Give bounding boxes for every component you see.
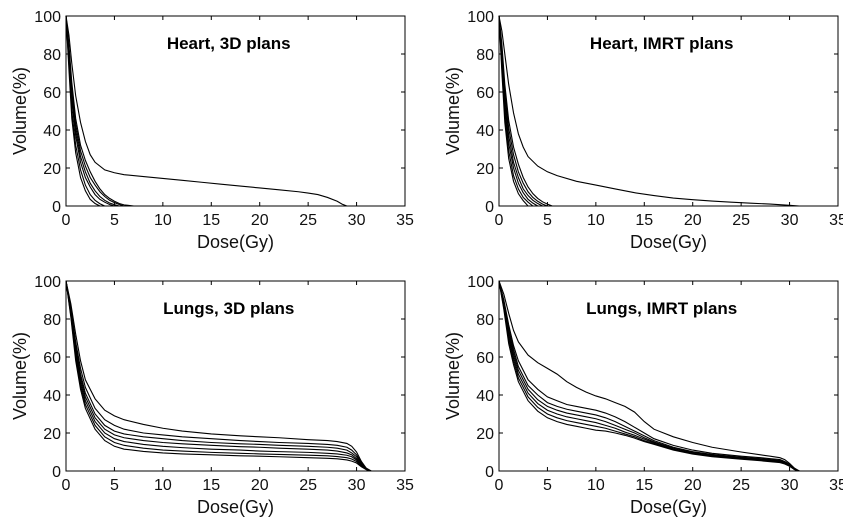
x-tick-label: 5: [543, 212, 552, 229]
panel-heart-3d: 0 5 10 15 20 25 30 35 0 20 40 60 80 100 Dose(Gy) Volume…: [10, 9, 414, 252]
y-tick-label: 0: [485, 464, 494, 481]
y-tick-label: 80: [43, 312, 61, 329]
dvh-curve-1: [65, 280, 372, 472]
dvh-curve-7: [65, 280, 372, 472]
panel-title: Heart, IMRT plans: [590, 34, 734, 53]
x-axis-label: Dose(Gy): [630, 497, 707, 517]
x-tick-label: 25: [299, 212, 317, 229]
y-tick-label: 60: [43, 350, 61, 367]
y-tick-label: 0: [52, 199, 61, 216]
dvh-curve-3: [65, 15, 125, 207]
y-tick-label: 40: [43, 123, 61, 140]
y-tick-label: 100: [467, 9, 494, 26]
y-axis-label: Volume(%): [10, 332, 30, 420]
y-tick-label: 100: [34, 274, 61, 291]
y-tick-label: 80: [476, 47, 494, 64]
panel-lungs-imrt: 0 5 10 15 20 25 30 35 0 20 40 60 80 100 Dose(Gy) Volume…: [443, 274, 843, 517]
x-tick-label: 30: [348, 477, 366, 494]
x-tick-label: 15: [635, 212, 653, 229]
dvh-curve-2: [65, 280, 372, 472]
x-tick-label: 0: [495, 477, 504, 494]
dvh-curve-5: [65, 280, 372, 472]
x-tick-label: 35: [829, 212, 843, 229]
plot-frame: [65, 280, 406, 472]
dvh-curve-5: [498, 280, 800, 472]
dvh-curve-3: [498, 280, 800, 472]
panel-heart-imrt: 0 5 10 15 20 25 30 35 0 20 40 60 80 100 Dose(Gy) Volume…: [443, 9, 843, 252]
panel-lungs-3d: 0 5 10 15 20 25 30 35 0 20 40 60 80 100 Dose(Gy) Volume…: [10, 274, 414, 517]
y-tick-label: 40: [476, 123, 494, 140]
y-axis-label: Volume(%): [443, 332, 463, 420]
y-tick-label: 20: [43, 161, 61, 178]
y-tick-label: 0: [52, 464, 61, 481]
y-tick-label: 80: [43, 47, 61, 64]
dvh-curve-3: [65, 280, 372, 472]
dvh-curve-7: [65, 15, 101, 207]
x-tick-label: 15: [202, 477, 220, 494]
x-axis-label: Dose(Gy): [197, 232, 274, 252]
x-tick-label: 10: [154, 212, 172, 229]
y-tick-label: 20: [476, 426, 494, 443]
dvh-curve-1: [498, 15, 800, 207]
plot-frame: [498, 280, 839, 472]
panel-title: Heart, 3D plans: [167, 34, 291, 53]
x-tick-label: 20: [251, 477, 269, 494]
y-axis-label: Volume(%): [10, 67, 30, 155]
x-tick-label: 0: [62, 477, 71, 494]
x-axis-label: Dose(Gy): [197, 497, 274, 517]
y-tick-label: 20: [43, 426, 61, 443]
x-tick-label: 20: [251, 212, 269, 229]
x-tick-label: 10: [587, 212, 605, 229]
y-tick-label: 80: [476, 312, 494, 329]
dvh-curve-6: [65, 280, 372, 472]
x-tick-label: 10: [154, 477, 172, 494]
x-tick-label: 30: [781, 477, 799, 494]
x-tick-label: 5: [110, 477, 119, 494]
x-tick-label: 15: [635, 477, 653, 494]
y-tick-label: 0: [485, 199, 494, 216]
x-tick-label: 0: [62, 212, 71, 229]
x-tick-label: 10: [587, 477, 605, 494]
y-tick-label: 100: [34, 9, 61, 26]
x-tick-label: 35: [829, 477, 843, 494]
panel-title: Lungs, 3D plans: [163, 299, 294, 318]
x-tick-label: 35: [396, 212, 414, 229]
dvh-curve-1: [498, 280, 800, 472]
plot-frame: [65, 15, 406, 207]
dvh-curve-1: [65, 15, 348, 207]
dvh-curve-4: [65, 280, 372, 472]
panel-title: Lungs, IMRT plans: [586, 299, 737, 318]
x-tick-label: 35: [396, 477, 414, 494]
x-axis-label: Dose(Gy): [630, 232, 707, 252]
y-tick-label: 40: [43, 388, 61, 405]
dvh-curve-7: [498, 15, 529, 207]
x-tick-label: 15: [202, 212, 220, 229]
x-tick-label: 20: [684, 477, 702, 494]
y-tick-label: 100: [467, 274, 494, 291]
x-tick-label: 30: [348, 212, 366, 229]
y-tick-label: 20: [476, 161, 494, 178]
y-tick-label: 60: [476, 350, 494, 367]
x-tick-label: 25: [732, 477, 750, 494]
x-tick-label: 30: [781, 212, 799, 229]
dvh-curve-4: [498, 280, 800, 472]
plot-frame: [498, 15, 839, 207]
y-tick-label: 60: [476, 85, 494, 102]
y-tick-label: 60: [43, 85, 61, 102]
x-tick-label: 5: [543, 477, 552, 494]
dvh-curve-2: [65, 15, 134, 207]
x-tick-label: 0: [495, 212, 504, 229]
y-axis-label: Volume(%): [443, 67, 463, 155]
x-tick-label: 20: [684, 212, 702, 229]
x-tick-label: 25: [299, 477, 317, 494]
x-tick-label: 25: [732, 212, 750, 229]
x-tick-label: 5: [110, 212, 119, 229]
y-tick-label: 40: [476, 388, 494, 405]
dvh-curve-2: [498, 280, 800, 472]
dvh-curve-7: [498, 280, 800, 472]
